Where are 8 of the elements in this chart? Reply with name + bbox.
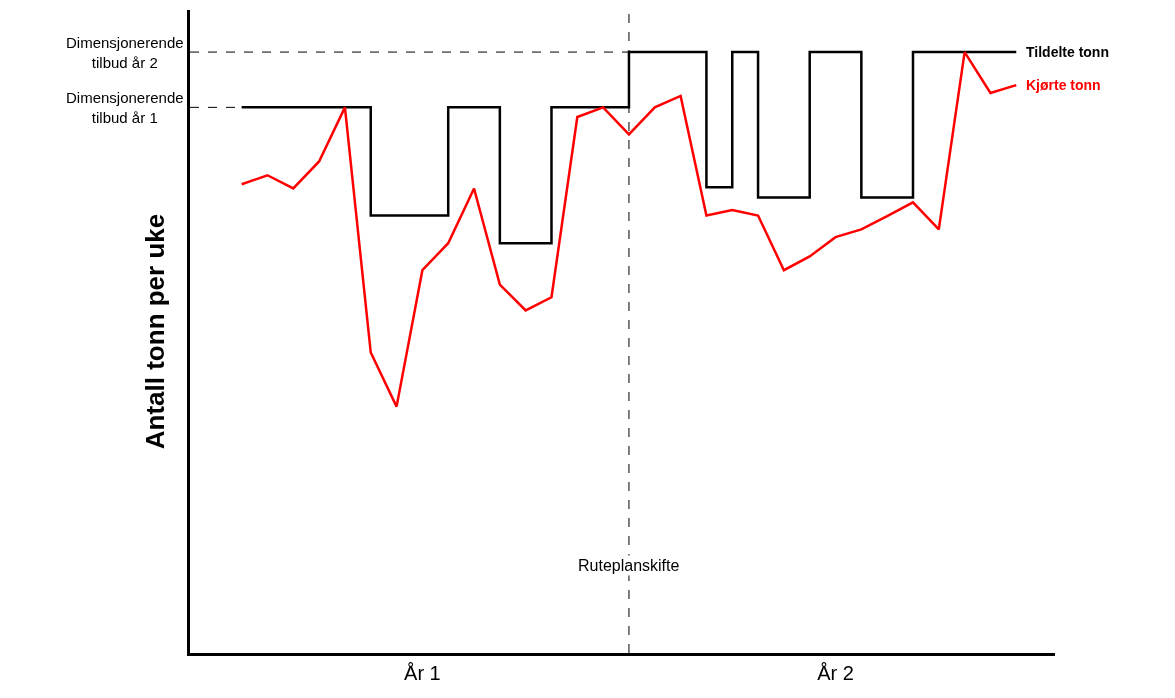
y-axis-title: Antall tonn per uke (140, 213, 171, 450)
x-tick-label: År 2 (817, 661, 854, 684)
annotation: Ruteplanskifte (578, 557, 680, 574)
series-label: Tildelte tonn (1026, 44, 1109, 60)
series-label: Kjørte tonn (1026, 77, 1101, 93)
x-tick-label: År 1 (404, 661, 441, 684)
ref-line-label: Dimensjonerende tilbud år 2 (66, 34, 184, 71)
ref-line-label: Dimensjonerende tilbud år 1 (66, 89, 184, 126)
